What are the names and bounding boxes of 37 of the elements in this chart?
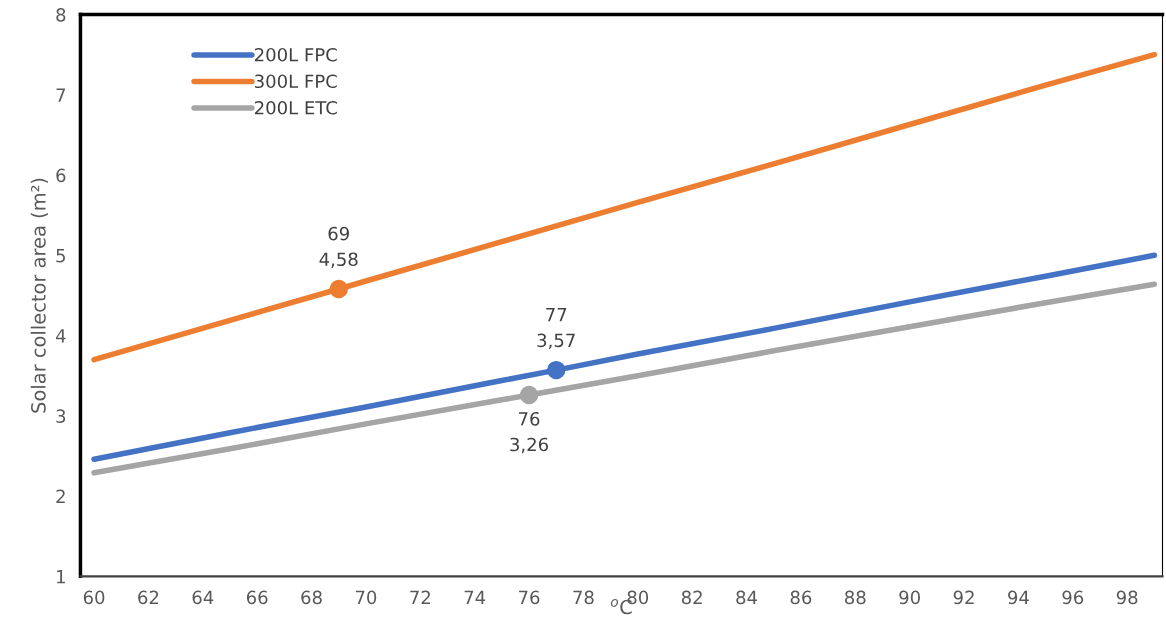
point [519,385,539,405]
point [329,279,348,299]
y-tick-label: 1 [57,570,65,584]
x-tick-label: 86 [790,590,812,605]
annotation: 76 3,26 [510,411,549,454]
x-tick-label: 66 [246,590,268,605]
x-tick-label: 78 [573,590,594,605]
x-tick-label: 84 [736,590,758,605]
legend-label: 200L ETC [254,100,337,115]
x-tick-label: 70 [355,590,377,605]
x-tick-label: 74 [464,590,486,604]
y-tick-label: 6 [56,168,66,183]
x-tick-label: 96 [1062,590,1084,605]
x-tick-label: 68 [301,590,322,605]
y-tick-label: 2 [56,489,65,503]
x-tick-label: 60 [83,590,105,605]
x-tick-label: 98 [1116,590,1138,605]
annotation: 69 4,58 [319,226,358,268]
x-tick-label: 76 [519,590,540,605]
x-tick-label: 92 [953,590,974,605]
legend-label: 200L FPC [254,47,337,62]
y-tick-label: 8 [56,8,66,22]
y-tick-label: 7 [56,88,66,102]
x-tick-label: 62 [138,590,159,605]
x-tick-label: 82 [681,590,702,605]
y-tick-label: 3 [56,409,66,423]
y-axis-title: Solar collector area (m²) [30,178,49,413]
annotation: 77 3,57 [537,308,575,350]
x-tick-label: 64 [192,590,214,605]
point [547,360,566,380]
x-tick-label: 72 [410,590,430,604]
y-tick-label: 4 [55,329,66,343]
legend-label: 300L FPC [255,74,337,89]
y-tick-label: 5 [56,249,65,263]
x-tick-label: 88 [845,590,866,605]
x-tick-label: 94 [1008,590,1029,605]
x-tick-label: 90 [899,590,920,605]
